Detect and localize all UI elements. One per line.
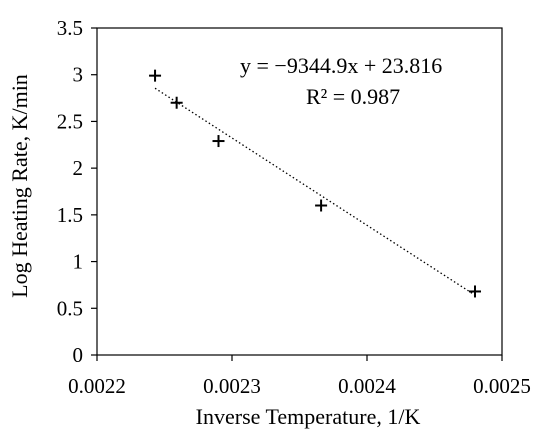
x-axis-title: Inverse Temperature, 1/K	[196, 404, 421, 429]
y-tick-label: 1.5	[57, 203, 83, 227]
data-point	[149, 69, 162, 82]
x-tick-label: 0.0024	[338, 374, 396, 398]
x-tick-label: 0.0023	[203, 374, 261, 398]
data-point	[212, 135, 225, 148]
data-point	[469, 285, 481, 298]
y-tick-label: 0.5	[57, 296, 83, 320]
data-point	[170, 96, 183, 109]
trendline-equation: y = −9344.9x + 23.816	[240, 53, 442, 78]
x-tick-label: 0.0022	[68, 374, 126, 398]
y-tick-label: 3	[73, 63, 84, 87]
y-axis-title: Log Heating Rate, K/min	[7, 74, 32, 298]
plot-area	[96, 27, 503, 356]
y-tick-label: 3.5	[57, 16, 83, 40]
y-tick-label: 0	[73, 343, 84, 367]
r-squared-label: R² = 0.987	[306, 84, 400, 109]
y-tick-label: 2.5	[57, 109, 83, 133]
trendline	[154, 87, 476, 296]
x-tick-label: 0.0025	[473, 374, 531, 398]
y-tick-label: 2	[73, 156, 84, 180]
data-point	[315, 199, 328, 212]
y-tick-label: 1	[73, 250, 84, 274]
